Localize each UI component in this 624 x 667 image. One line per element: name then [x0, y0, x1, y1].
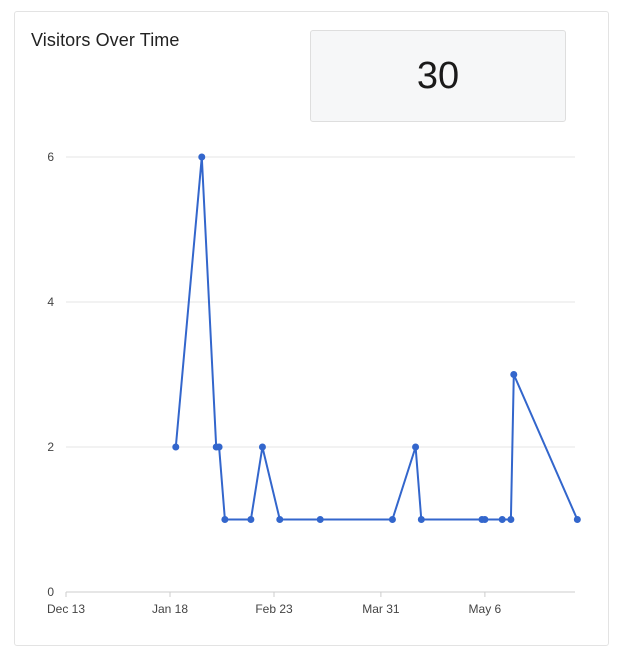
data-point: [172, 443, 180, 451]
data-point: [247, 516, 255, 523]
data-point: [388, 516, 396, 523]
y-tick-label: 0: [47, 585, 54, 599]
x-tick-label: Dec 13: [47, 602, 85, 616]
y-tick-label: 2: [47, 440, 54, 454]
x-tick-label: Mar 31: [362, 602, 400, 616]
chart-title: Visitors Over Time: [31, 30, 180, 50]
data-point: [198, 153, 206, 161]
data-point: [507, 516, 515, 523]
data-point: [481, 516, 489, 523]
series-line: [174, 156, 579, 521]
data-point: [221, 516, 229, 523]
data-point: [215, 443, 223, 451]
x-tick-label: Jan 18: [152, 602, 188, 616]
total-visitors-value: 30: [416, 54, 460, 97]
y-tick-label: 6: [47, 150, 54, 164]
data-point: [316, 516, 324, 523]
total-visitors-box: 30: [310, 30, 566, 122]
data-point: [498, 516, 506, 523]
data-point: [412, 443, 420, 451]
data-point: [510, 371, 518, 378]
data-point: [276, 516, 284, 523]
data-point: [258, 443, 266, 451]
x-tick-label: Feb 23: [255, 602, 293, 616]
y-tick-label: 4: [47, 295, 54, 309]
x-tick-label: May 6: [469, 602, 502, 616]
data-point: [573, 516, 581, 523]
data-point: [417, 516, 425, 523]
